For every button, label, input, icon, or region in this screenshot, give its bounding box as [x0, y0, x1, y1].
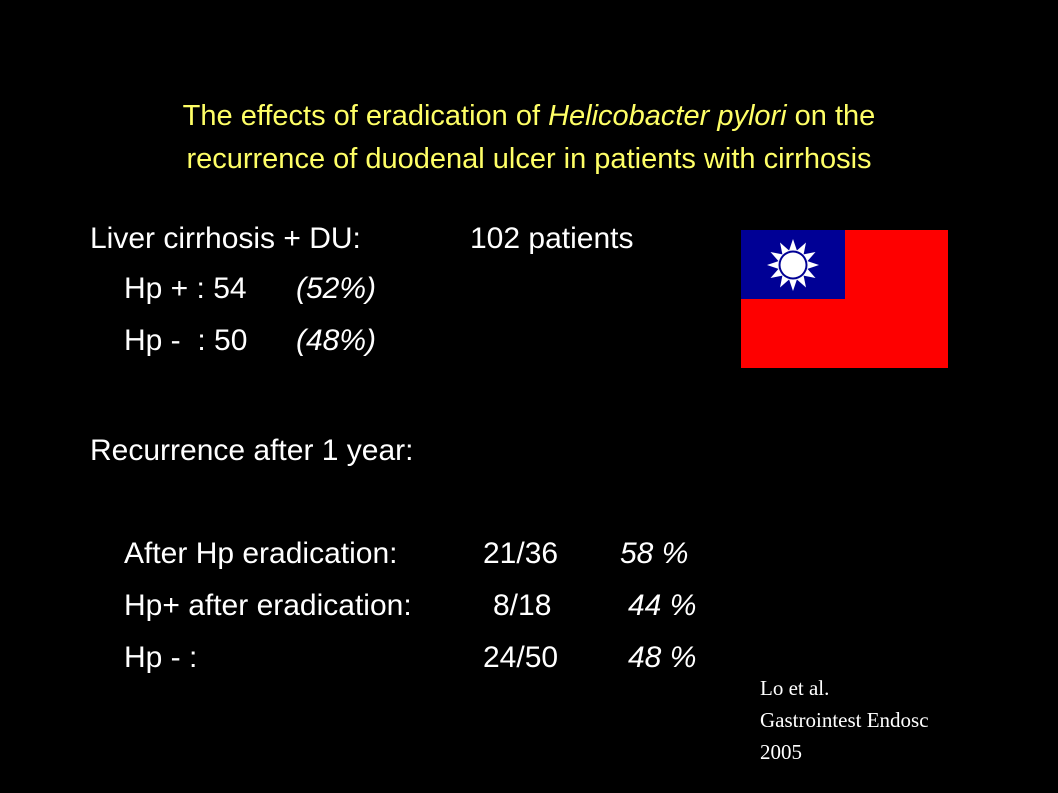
row-percent: 58 % — [620, 537, 688, 570]
title-line: The effects of eradication of Helicobact… — [183, 100, 876, 132]
group-label: Hp - : 50 — [124, 324, 247, 357]
flag — [741, 230, 948, 368]
title-italic: Helicobacter pylori — [548, 100, 788, 132]
row-fraction: 21/36 — [483, 537, 558, 570]
row-percent: 48 % — [628, 641, 696, 674]
citation-line: Lo et al. — [760, 676, 829, 700]
group-label: Hp + : 54 — [124, 272, 247, 305]
group-percent: (52%) — [296, 272, 376, 305]
title-text: on the — [787, 100, 876, 132]
row-label: Hp+ after eradication: — [124, 589, 412, 622]
row-fraction: 8/18 — [493, 589, 551, 622]
flag-sun — [780, 252, 806, 278]
group-percent: (48%) — [296, 324, 376, 357]
title-line: recurrence of duodenal ulcer in patients… — [186, 143, 871, 175]
row-fraction: 24/50 — [483, 641, 558, 674]
summary-total: 102 patients — [470, 222, 633, 255]
citation-line: Gastrointest Endosc — [760, 708, 929, 732]
citation-line: 2005 — [760, 740, 802, 764]
row-label: After Hp eradication: — [124, 537, 397, 570]
row-label: Hp - : — [124, 641, 197, 674]
row-percent: 44 % — [628, 589, 696, 622]
title-text: The effects of eradication of — [183, 100, 548, 132]
recurrence-heading: Recurrence after 1 year: — [90, 434, 413, 467]
summary-label: Liver cirrhosis + DU: — [90, 222, 361, 255]
